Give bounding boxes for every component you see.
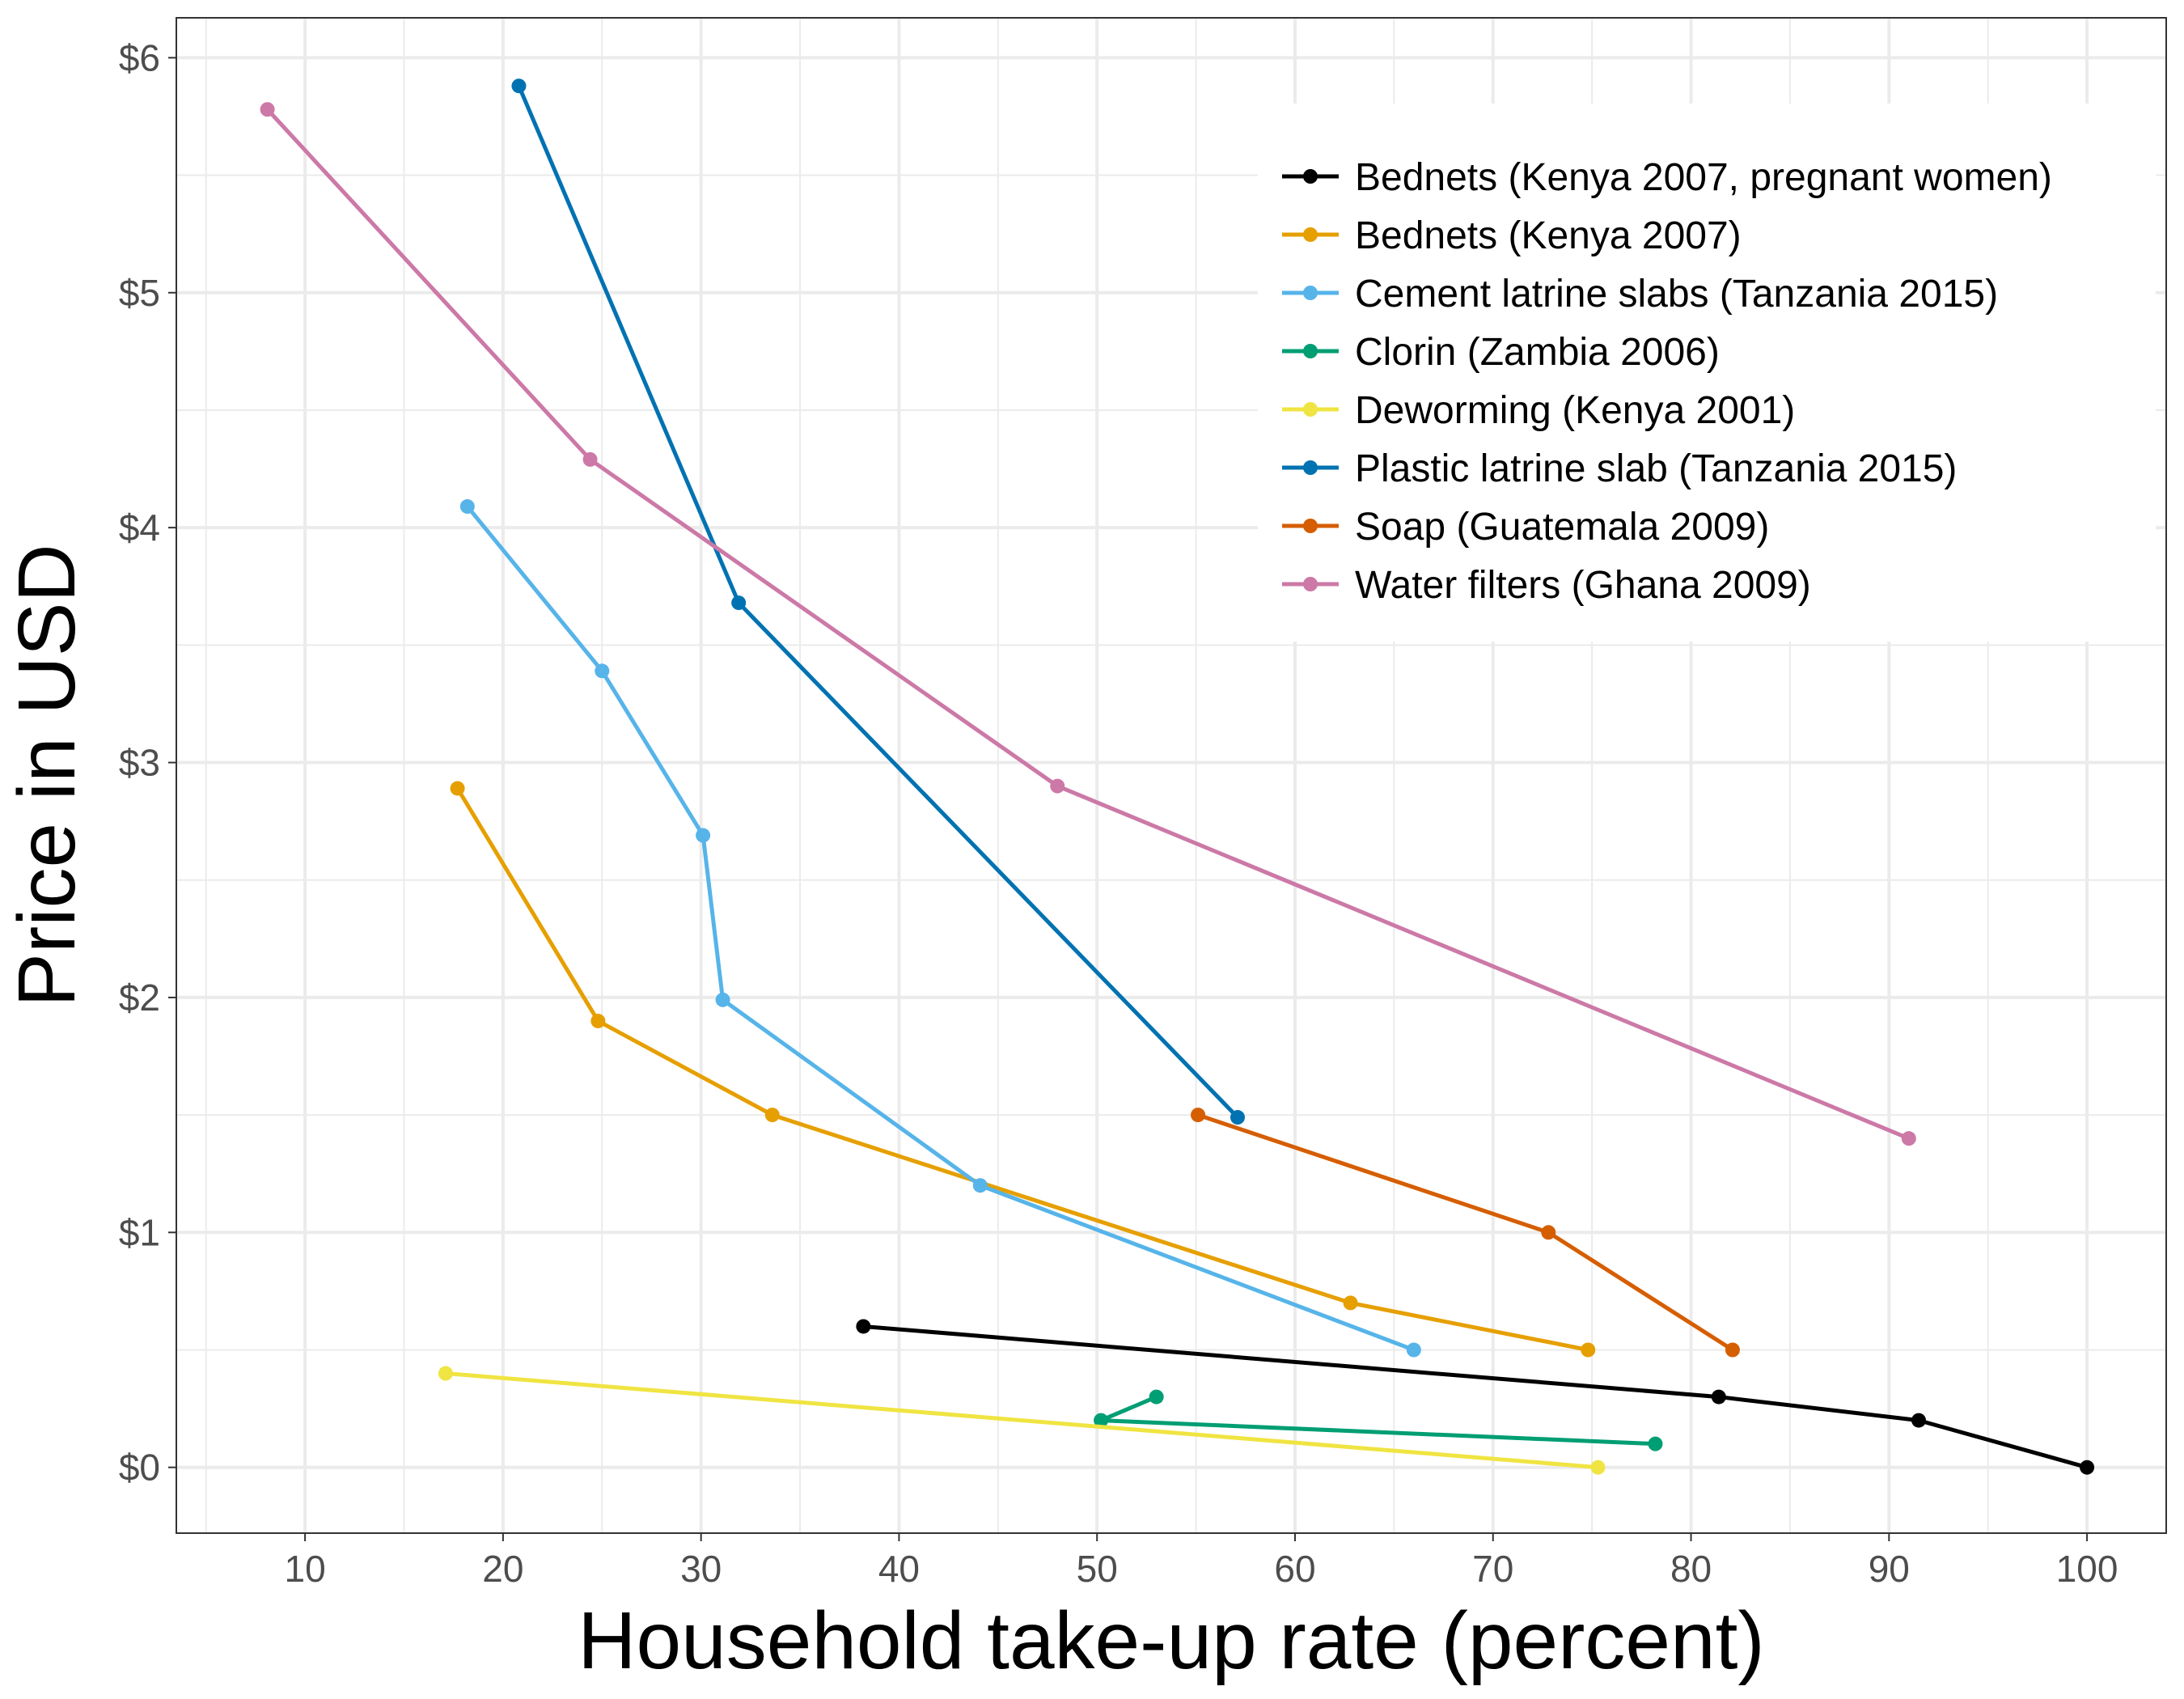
series-7 [260, 102, 1916, 1146]
data-point [1581, 1342, 1596, 1358]
legend-item: Soap (Guatemala 2009) [1282, 506, 1769, 549]
data-point [1191, 1108, 1206, 1123]
legend-item: Deworming (Kenya 2001) [1282, 389, 1795, 432]
x-tick-label: 30 [680, 1548, 722, 1590]
x-tick-label: 60 [1274, 1548, 1315, 1590]
x-tick-label: 100 [2056, 1548, 2118, 1590]
data-point [2080, 1460, 2095, 1475]
series-3 [1094, 1389, 1663, 1451]
data-point [450, 781, 465, 796]
x-tick-label: 50 [1077, 1548, 1118, 1590]
data-point [1725, 1342, 1740, 1358]
legend: Bednets (Kenya 2007, pregnant women) Bedn… [1258, 104, 2156, 642]
data-point [582, 451, 598, 467]
legend-label: Plastic latrine slab (Tanzania 2015) [1355, 447, 1957, 490]
panel-border [176, 17, 2167, 1534]
data-point [459, 499, 475, 515]
data-point [1343, 1295, 1358, 1311]
legend-key-point [1303, 577, 1318, 591]
y-tick-label: $1 [119, 1211, 160, 1253]
data-point [1406, 1342, 1421, 1358]
y-tick-label: $4 [119, 506, 160, 549]
data-point [595, 663, 610, 679]
data-point [1590, 1460, 1606, 1475]
data-point [438, 1366, 453, 1381]
legend-label: Cement latrine slabs (Tanzania 2015) [1355, 273, 1998, 316]
legend-key-point [1303, 227, 1318, 242]
data-point [856, 1319, 871, 1334]
x-tick-label: 90 [1869, 1548, 1910, 1590]
legend-key-point [1303, 402, 1318, 417]
legend-item: Bednets (Kenya 2007, pregnant women) [1282, 156, 2052, 199]
data-point [590, 1013, 606, 1028]
x-tick-label: 10 [285, 1548, 326, 1590]
series-line [465, 504, 1416, 1352]
legend-item: Clorin (Zambia 2006) [1282, 331, 1720, 374]
y-tick-label: $6 [119, 36, 160, 78]
x-tick-label: 70 [1472, 1548, 1513, 1590]
series-1 [450, 781, 1596, 1358]
series-6 [1191, 1108, 1740, 1358]
legend-label: Bednets (Kenya 2007, pregnant women) [1355, 156, 2052, 199]
series-4 [438, 1366, 1606, 1475]
data-point [260, 102, 275, 117]
legend-label: Deworming (Kenya 2001) [1355, 389, 1795, 432]
y-tick-label: $5 [119, 272, 160, 314]
x-axis-title: Household take-up rate (percent) [578, 1595, 1764, 1686]
legend-key-point [1303, 344, 1318, 358]
series-line [861, 1324, 2089, 1470]
series-layer [260, 78, 2095, 1475]
data-point [1711, 1389, 1726, 1405]
legend-item: Plastic latrine slab (Tanzania 2015) [1282, 447, 1957, 490]
data-point [1648, 1436, 1663, 1451]
series-5 [511, 78, 1245, 1125]
legend-key-point [1303, 286, 1318, 300]
x-tick-label: 40 [878, 1548, 920, 1590]
x-tick-label: 80 [1670, 1548, 1712, 1590]
y-tick-label: $0 [119, 1447, 160, 1489]
x-tick-label: 20 [482, 1548, 523, 1590]
data-point [1050, 778, 1065, 794]
data-point [1541, 1225, 1556, 1240]
data-point [1901, 1131, 1916, 1146]
legend-item: Water filters (Ghana 2009) [1282, 564, 1811, 607]
series-line [265, 107, 1911, 1141]
legend-label: Water filters (Ghana 2009) [1355, 564, 1811, 607]
y-tick-label: $2 [119, 977, 160, 1019]
axes: 10 20 30 40 50 60 70 80 90 100 $0 $1 $2 $3 $4 $5 $6 [119, 36, 2118, 1590]
data-point [511, 78, 527, 94]
legend-background [1258, 104, 2156, 642]
legend-key-point [1303, 169, 1318, 184]
series-line [443, 1371, 1600, 1470]
data-point [1230, 1110, 1245, 1125]
legend-item: Cement latrine slabs (Tanzania 2015) [1282, 273, 1998, 316]
series-2 [459, 499, 1421, 1358]
data-point [972, 1178, 988, 1193]
legend-label: Soap (Guatemala 2009) [1355, 506, 1769, 549]
data-point [764, 1108, 780, 1123]
legend-key-point [1303, 460, 1318, 475]
legend-label: Bednets (Kenya 2007) [1355, 214, 1742, 257]
data-point [731, 595, 747, 611]
legend-label: Clorin (Zambia 2006) [1355, 331, 1720, 374]
data-point [1094, 1413, 1109, 1428]
legend-key-point [1303, 519, 1318, 533]
data-point [696, 828, 711, 843]
y-axis-title: Price in USD [2, 544, 92, 1006]
data-point [1149, 1389, 1164, 1405]
series-0 [856, 1319, 2095, 1475]
data-point [1911, 1413, 1927, 1428]
legend-item: Bednets (Kenya 2007) [1282, 214, 1742, 257]
data-point [715, 992, 730, 1007]
y-tick-label: $3 [119, 742, 160, 784]
